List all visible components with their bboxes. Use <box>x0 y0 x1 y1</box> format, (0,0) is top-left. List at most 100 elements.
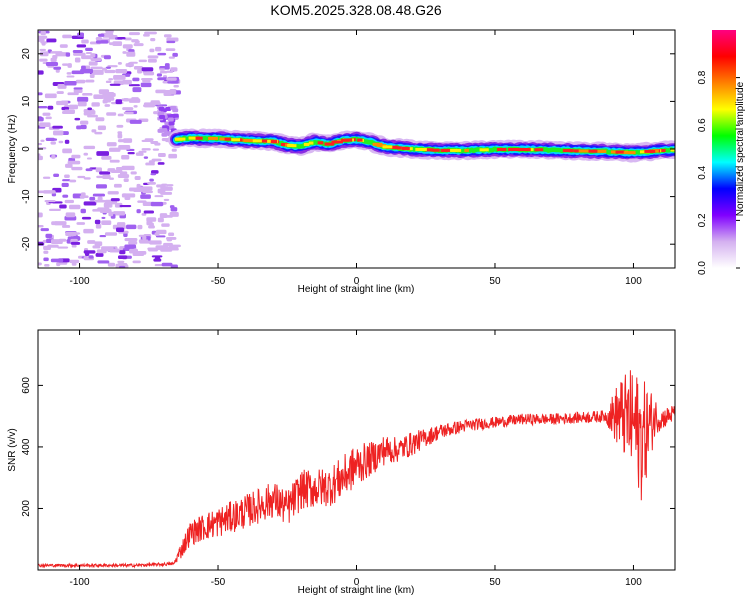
ridge-peak <box>424 148 433 152</box>
noise-cell <box>133 65 143 70</box>
noise-cell <box>163 90 177 95</box>
noise-cell <box>121 165 135 171</box>
noise-cell <box>136 183 141 189</box>
noise-cell <box>67 160 81 165</box>
noise-cell <box>161 132 168 137</box>
noise-cell <box>138 150 147 153</box>
noise-cell <box>159 70 168 74</box>
ridge-peak <box>644 149 656 153</box>
noise-cell <box>117 131 123 135</box>
ridge-peak <box>317 141 324 145</box>
noise-cell <box>129 248 139 254</box>
noise-cell <box>171 148 177 152</box>
ridge-peak <box>331 140 343 144</box>
noise-cell <box>64 174 70 178</box>
noise-cell <box>159 115 166 120</box>
noise-cell <box>94 241 103 247</box>
noise-cell <box>161 223 170 227</box>
noise-cell <box>59 44 68 48</box>
noise-cell <box>154 232 160 236</box>
noise-cell <box>85 79 95 83</box>
noise-cell <box>137 250 147 255</box>
noise-cell <box>141 212 147 216</box>
noise-cell <box>166 184 174 187</box>
noise-cell <box>156 73 162 77</box>
noise-cell <box>169 205 175 209</box>
noise-cell <box>51 193 57 197</box>
figure-title: KOM5.2025.328.08.48.G26 <box>270 2 441 18</box>
ridge-peak <box>280 142 289 146</box>
noise-cell <box>115 99 123 105</box>
noise-cell <box>57 83 67 89</box>
noise-cell <box>165 48 176 52</box>
noise-cell <box>40 139 45 142</box>
noise-cell <box>116 124 124 128</box>
noise-cell <box>61 111 75 115</box>
noise-cell <box>168 153 178 159</box>
noise-cell <box>105 80 112 83</box>
ridge-peak <box>285 143 290 147</box>
noise-cell <box>141 67 154 72</box>
noise-cell <box>117 113 124 117</box>
spectrogram-x-axis: -100 -50 0 50 100 <box>70 30 642 287</box>
noise-cell <box>91 129 97 133</box>
noise-cell <box>109 177 114 180</box>
noise-cell <box>148 160 156 164</box>
noise-cell <box>109 248 120 253</box>
ridge-peak <box>291 144 297 148</box>
noise-cell <box>117 255 128 260</box>
colorbar-tick-label: 0.0 <box>697 261 708 275</box>
colorbar-tick-label: 0.6 <box>697 118 708 132</box>
noise-cell <box>44 263 50 267</box>
noise-cell <box>119 265 126 268</box>
noise-cell <box>95 223 102 229</box>
noise-cell <box>107 191 119 195</box>
noise-cell <box>103 55 111 60</box>
noise-cell <box>110 169 123 173</box>
noise-cell <box>154 256 161 260</box>
noise-cell <box>48 138 58 141</box>
spectrogram-y-label: Frequency (Hz) <box>7 115 18 184</box>
spectrogram-ridge <box>168 128 675 163</box>
noise-cell <box>38 225 44 228</box>
ridge-peak <box>534 148 544 152</box>
noise-cell <box>65 231 77 237</box>
noise-cell <box>42 112 51 116</box>
noise-cell <box>80 192 86 197</box>
noise-cell <box>115 167 123 171</box>
noise-cell <box>95 167 103 173</box>
noise-cell <box>87 114 98 118</box>
noise-cell <box>97 33 105 37</box>
noise-cell <box>62 34 72 39</box>
noise-cell <box>94 208 102 212</box>
noise-cell <box>103 202 113 208</box>
noise-cell <box>160 186 169 190</box>
noise-cell <box>88 255 94 259</box>
noise-cell <box>80 68 94 74</box>
noise-cell <box>153 258 162 262</box>
noise-cell <box>167 186 173 191</box>
noise-cell <box>64 139 70 144</box>
noise-cell <box>117 37 126 40</box>
noise-cell <box>140 194 151 199</box>
snr-x-axis: -100 -50 0 50 100 <box>70 330 642 588</box>
snr-background <box>38 330 675 570</box>
ridge-peak <box>231 138 241 142</box>
noise-cell <box>87 240 96 244</box>
noise-cell <box>161 183 168 186</box>
noise-cell <box>152 148 160 151</box>
noise-cell <box>102 174 111 180</box>
noise-cell <box>39 48 46 51</box>
noise-cell <box>150 201 164 207</box>
noise-cell <box>134 40 140 44</box>
colorbar-tick-label: 0.2 <box>697 213 708 227</box>
noise-cell <box>123 232 128 238</box>
noise-cell <box>149 240 162 245</box>
noise-cell <box>85 110 96 115</box>
spectrogram-y-tick-label: -10 <box>21 189 32 204</box>
noise-cell <box>108 78 114 81</box>
noise-cell <box>65 163 73 168</box>
noise-cell <box>142 71 148 74</box>
ridge-peak <box>479 148 489 152</box>
